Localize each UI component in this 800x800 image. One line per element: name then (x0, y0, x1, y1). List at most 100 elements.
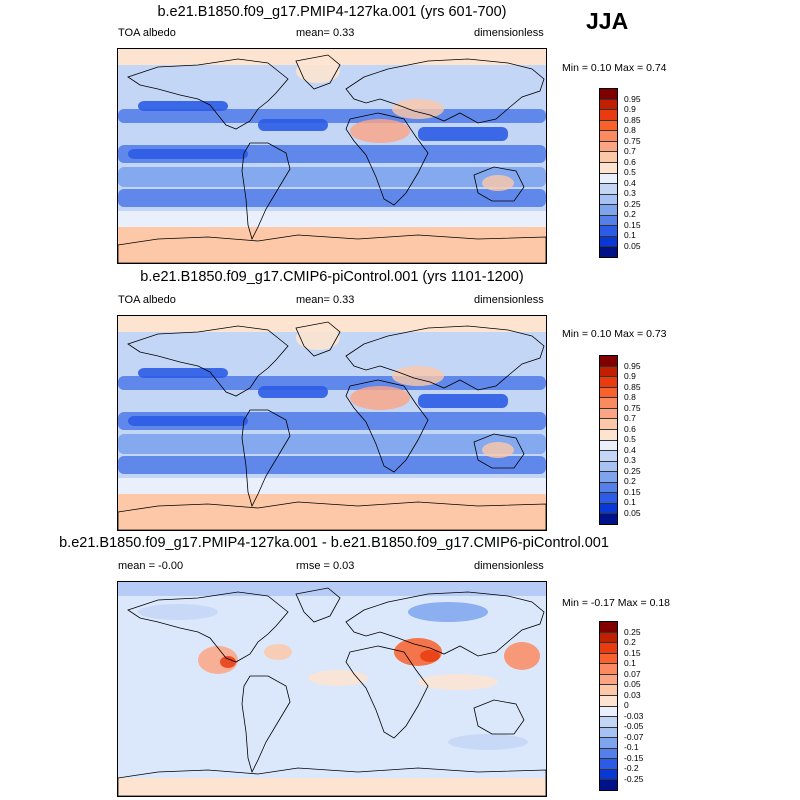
season-label: JJA (586, 8, 629, 34)
colorbar-swatch (600, 120, 617, 132)
colorbar-tick-label: 0.15 (624, 647, 641, 658)
colorbar-swatch (600, 769, 617, 781)
panel-3-rmse: rmse = 0.03 (296, 560, 355, 572)
colorbar-swatch (600, 247, 617, 257)
colorbar-swatch (600, 622, 617, 633)
colorbar-tick-label: -0.07 (624, 731, 644, 742)
panel-3-units: dimensionless (474, 560, 544, 572)
colorbar-tick-label: 0.3 (624, 455, 636, 465)
colorbar-tick-label: -0.2 (624, 763, 639, 773)
colorbar-swatch (600, 99, 617, 111)
colorbar-swatch (600, 356, 617, 367)
colorbar-tick-label: 0.9 (624, 104, 636, 114)
colorbar-swatch (600, 173, 617, 185)
colorbar-tick-label: 0.1 (624, 658, 636, 668)
colorbar-tick-label: 0.15 (624, 219, 641, 230)
colorbar-swatch (600, 461, 617, 473)
colorbar-tick-label: -0.25 (624, 773, 644, 784)
colorbar-tick-label: 0.05 (624, 679, 641, 689)
colorbar-tick-label: -0.03 (624, 710, 644, 721)
colorbar-tick-label: 0.4 (624, 177, 636, 188)
colorbar-tick-label: 0.25 (624, 465, 641, 476)
panel-1-title: b.e21.B1850.f09_g17.PMIP4-127ka.001 (yrs… (157, 4, 507, 20)
colorbar-tick-label: 0.75 (624, 135, 641, 146)
colorbar-swatch (600, 89, 617, 100)
colorbar-tick-label: 0.2 (624, 476, 636, 486)
panel-3-colorbar (599, 621, 618, 791)
colorbar-swatch (600, 377, 617, 388)
panel-2-variable: TOA albedo (118, 294, 176, 306)
colorbar-swatch (600, 141, 617, 153)
panel-2-minmax: Min = 0.10 Max = 0.73 (562, 328, 667, 340)
colorbar-tick-label: 0.8 (624, 392, 636, 402)
colorbar-tick-label: 0.7 (624, 413, 636, 423)
colorbar-tick-label: -0.15 (624, 752, 644, 763)
colorbar-swatch (600, 514, 617, 524)
colorbar-swatch (600, 503, 617, 515)
colorbar-swatch (600, 131, 617, 142)
colorbar-swatch (600, 706, 617, 718)
colorbar-tick-label: 0.95 (624, 360, 641, 371)
colorbar-swatch (600, 759, 617, 770)
colorbar-swatch (600, 398, 617, 409)
colorbar-swatch (600, 194, 617, 206)
colorbar-tick-label: 0.07 (624, 668, 641, 679)
colorbar-swatch (600, 205, 617, 216)
colorbar-swatch (600, 110, 617, 121)
panel-3-mean: mean = -0.00 (118, 560, 184, 572)
colorbar-tick-label: 0.1 (624, 497, 636, 507)
colorbar-swatch (600, 429, 617, 441)
colorbar-tick-label: 0.4 (624, 444, 636, 455)
colorbar-swatch (600, 419, 617, 430)
colorbar-swatch (600, 748, 617, 760)
panel-1-minmax: Min = 0.10 Max = 0.74 (562, 62, 667, 74)
colorbar-tick-label: 0.5 (624, 434, 636, 444)
colorbar-swatch (600, 226, 617, 237)
colorbar-tick-label: 0.05 (624, 507, 641, 518)
panel-1-mean: mean= 0.33 (296, 27, 355, 39)
colorbar-swatch (600, 472, 617, 483)
colorbar-tick-label: 0.85 (624, 114, 641, 125)
colorbar-tick-label: 0.7 (624, 146, 636, 156)
colorbar-swatch (600, 493, 617, 504)
panel-2-map (117, 315, 547, 531)
colorbar-tick-label: 0.6 (624, 423, 636, 434)
colorbar-tick-label: -0.1 (624, 742, 639, 752)
colorbar-tick-label: 0.85 (624, 381, 641, 392)
colorbar-swatch (600, 664, 617, 675)
colorbar-tick-label: 0.6 (624, 156, 636, 167)
panel-2-colorbar-ticks: 0.95 0.9 0.85 0.8 0.75 0.7 0.6 0.5 0.4 0.3 0.25 0.2… (624, 355, 664, 525)
panel-3-minmax: Min = -0.17 Max = 0.18 (562, 597, 670, 609)
colorbar-swatch (600, 780, 617, 790)
colorbar-swatch (600, 387, 617, 399)
colorbar-swatch (600, 152, 617, 163)
colorbar-swatch (600, 451, 617, 462)
colorbar-swatch (600, 632, 617, 644)
colorbar-tick-label: -0.05 (624, 721, 644, 731)
colorbar-tick-label: 0.1 (624, 230, 636, 240)
colorbar-swatch (600, 717, 617, 728)
colorbar-swatch (600, 236, 617, 248)
colorbar-swatch (600, 674, 617, 686)
colorbar-tick-label: 0 (624, 700, 629, 710)
colorbar-tick-label: 0.3 (624, 188, 636, 198)
colorbar-tick-label: 0.8 (624, 125, 636, 135)
panel-1-colorbar (599, 88, 618, 258)
panel-1-units: dimensionless (474, 27, 544, 39)
panel-1-map (117, 48, 547, 264)
panel-2-colorbar (599, 355, 618, 525)
colorbar-tick-label: 0.2 (624, 637, 636, 647)
panel-3-title: b.e21.B1850.f09_g17.PMIP4-127ka.001 - b.… (59, 535, 609, 551)
colorbar-tick-label: 0.05 (624, 240, 641, 251)
colorbar-tick-label: 0.75 (624, 402, 641, 413)
panel-3-colorbar-ticks: 0.25 0.2 0.15 0.1 0.07 0.05 0.03 0 -0.03 -0.05 -0.… (624, 621, 664, 791)
colorbar-swatch (600, 408, 617, 420)
colorbar-tick-label: 0.5 (624, 167, 636, 177)
colorbar-swatch (600, 482, 617, 494)
panel-2-title: b.e21.B1850.f09_g17.CMIP6-piControl.001 … (140, 269, 524, 285)
colorbar-swatch (600, 653, 617, 665)
colorbar-tick-label: 0.2 (624, 209, 636, 219)
colorbar-swatch (600, 162, 617, 174)
colorbar-swatch (600, 440, 617, 452)
panel-3-map (117, 581, 547, 797)
